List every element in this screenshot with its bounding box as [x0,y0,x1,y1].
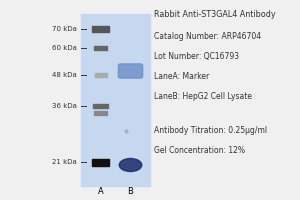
Bar [94,46,107,50]
Text: LaneB: HepG2 Cell Lysate: LaneB: HepG2 Cell Lysate [154,92,253,101]
Bar [94,73,106,77]
Text: A: A [98,187,103,196]
Text: 36 kDa: 36 kDa [52,103,76,109]
Bar [94,111,107,115]
Text: 21 kDa: 21 kDa [52,159,76,165]
Text: Lot Number: QC16793: Lot Number: QC16793 [154,52,240,61]
Ellipse shape [119,158,142,171]
Text: Catalog Number: ARP46704: Catalog Number: ARP46704 [154,32,262,41]
Bar [93,104,108,108]
Bar [92,26,109,32]
Text: Rabbit Anti-ST3GAL4 Antibody: Rabbit Anti-ST3GAL4 Antibody [154,10,276,19]
Bar [81,14,150,186]
Text: 70 kDa: 70 kDa [52,26,76,32]
FancyBboxPatch shape [118,64,143,78]
Bar [92,158,109,166]
Text: 48 kDa: 48 kDa [52,72,76,78]
Text: Antibody Titration: 0.25µg/ml: Antibody Titration: 0.25µg/ml [154,126,268,135]
Text: Gel Concentration: 12%: Gel Concentration: 12% [154,146,245,155]
Text: B: B [128,187,134,196]
Text: 60 kDa: 60 kDa [52,45,76,51]
Text: LaneA: Marker: LaneA: Marker [154,72,210,81]
